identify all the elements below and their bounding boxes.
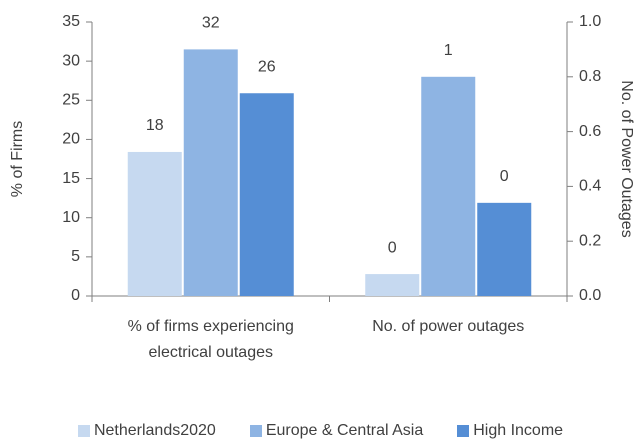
legend-label: Europe & Central Asia [265,422,424,439]
bar [365,274,420,296]
y2-tick-label: 0.6 [579,123,601,140]
legend-item: High Income [457,422,563,440]
y-tick-label: 35 [62,13,80,30]
legend-swatch [77,425,90,437]
y2-tick-label: 0.2 [579,232,601,249]
bar [477,202,532,296]
y-tick-label: 20 [62,131,80,148]
legend-item: Europe & Central Asia [249,422,424,440]
value-label: 0 [500,168,509,185]
legend-label: High Income [473,422,564,439]
value-label: 26 [258,58,276,75]
bar [421,76,476,296]
legend: Netherlands2020 Europe & Central Asia High… [0,422,641,440]
y-tick-label: 5 [71,248,80,265]
y2-tick-label: 0.0 [579,287,601,304]
y2-axis-label: No. of Power Outages [618,80,635,237]
y-tick-label: 30 [62,52,80,69]
legend-item: Netherlands2020 [77,422,216,440]
y2-tick-label: 0.4 [579,178,601,195]
bar [127,151,182,296]
value-label: 32 [202,15,220,32]
legend-swatch [249,425,262,437]
y2-tick-label: 0.8 [579,68,601,85]
value-label: 18 [146,117,164,134]
value-label: 0 [388,239,397,256]
y2-tick-label: 1.0 [579,13,601,30]
legend-swatch [457,425,470,437]
y-tick-label: 0 [71,287,80,304]
y-tick-label: 25 [62,92,80,109]
y-tick-label: 15 [62,170,80,187]
bar [239,93,294,297]
y-axis-label: % of Firms [9,121,26,197]
x-tick-label: % of firms experiencing electrical outag… [127,318,294,361]
value-label: 1 [444,42,453,59]
x-tick-label: No. of power outages [372,318,525,335]
y-tick-label: 10 [62,209,80,226]
legend-label: Netherlands2020 [93,422,216,439]
bar [183,49,238,297]
